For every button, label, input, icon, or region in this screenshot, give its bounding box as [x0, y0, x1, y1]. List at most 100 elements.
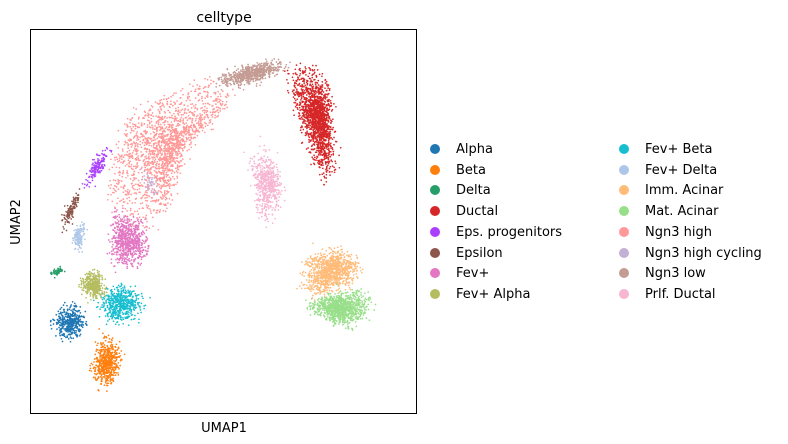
scatter-point [276, 151, 279, 154]
scatter-point [329, 170, 331, 173]
scatter-point [132, 130, 135, 132]
scatter-point [178, 166, 180, 168]
scatter-point [269, 159, 272, 161]
scatter-point [157, 189, 160, 192]
scatter-point [144, 164, 146, 167]
scatter-point [164, 210, 167, 213]
scatter-point [128, 155, 131, 158]
scatter-point [176, 139, 178, 142]
scatter-point [178, 142, 181, 144]
scatter-point [188, 111, 191, 114]
scatter-point [298, 95, 301, 98]
scatter-point [129, 214, 132, 216]
scatter-point [154, 134, 157, 137]
scatter-point [163, 135, 166, 138]
scatter-point [219, 102, 222, 105]
scatter-point [149, 137, 151, 140]
scatter-point [179, 164, 181, 167]
scatter-point [226, 106, 228, 109]
scatter-point [325, 109, 328, 112]
scatter-point [301, 84, 303, 86]
scatter-point [155, 142, 157, 144]
scatter-point [318, 126, 321, 129]
scatter-point [328, 149, 330, 152]
scatter-point [172, 148, 175, 151]
scatter-point [238, 71, 240, 74]
scatter-point [258, 145, 261, 148]
scatter-point [154, 125, 156, 127]
scatter-point [317, 87, 320, 90]
scatter-point [275, 192, 278, 194]
scatter-point [318, 173, 321, 176]
scatter-point [204, 85, 207, 88]
scatter-point [258, 74, 261, 77]
scatter-point [201, 95, 203, 98]
scatter-point [316, 122, 319, 125]
scatter-point [196, 108, 199, 111]
scatter-point [173, 171, 176, 174]
scatter-point [164, 198, 167, 201]
scatter-point [188, 117, 190, 120]
scatter-point [325, 116, 328, 119]
scatter-point [318, 138, 321, 141]
scatter-point [166, 128, 169, 131]
scatter-point [224, 83, 227, 86]
scatter-point [275, 203, 278, 206]
scatter-point [166, 103, 169, 106]
scatter-point [199, 114, 202, 117]
scatter-point [188, 143, 191, 146]
scatter-point [163, 169, 166, 172]
scatter-point [164, 147, 166, 149]
scatter-point [334, 162, 337, 165]
scatter-point [181, 140, 184, 143]
scatter-point [244, 72, 247, 75]
scatter-point [156, 182, 159, 185]
scatter-point [164, 203, 167, 206]
scatter-point [190, 124, 193, 126]
scatter-point [157, 121, 160, 124]
scatter-point [261, 198, 264, 201]
scatter-point [272, 176, 275, 179]
scatter-point [255, 72, 257, 75]
scatter-point [125, 193, 127, 196]
scatter-point [160, 203, 163, 205]
scatter-point [164, 139, 166, 142]
scatter-point [256, 211, 259, 214]
scatter-point [175, 150, 178, 153]
scatter-point [126, 197, 128, 200]
scatter-point [231, 78, 234, 81]
scatter-point [279, 170, 281, 173]
scatter-point [125, 153, 128, 156]
scatter-point [136, 137, 139, 139]
scatter-point [192, 137, 195, 139]
scatter-point [185, 122, 188, 124]
scatter-point [224, 95, 227, 98]
scatter-point [242, 88, 245, 91]
scatter-point [312, 93, 314, 95]
scatter-point [296, 106, 299, 109]
scatter-point [321, 132, 324, 135]
scatter-point [131, 154, 133, 157]
scatter-point [177, 124, 179, 127]
scatter-point [162, 134, 164, 136]
scatter-point [157, 228, 160, 231]
scatter-point [145, 214, 148, 217]
scatter-point [131, 202, 134, 204]
scatter-point [261, 210, 264, 212]
scatter-point [217, 111, 220, 114]
scatter-point [153, 174, 156, 177]
scatter-point [313, 95, 316, 98]
scatter-point [320, 119, 323, 122]
scatter-point [323, 109, 326, 112]
scatter-point [302, 109, 305, 112]
scatter-point [312, 107, 315, 110]
scatter-point [259, 195, 262, 197]
scatter-point [233, 76, 236, 79]
scatter-point [323, 149, 325, 152]
scatter-point [178, 161, 181, 164]
scatter-point [164, 127, 167, 130]
scatter-point [317, 114, 320, 116]
scatter-point [122, 156, 125, 158]
scatter-point [276, 168, 279, 171]
